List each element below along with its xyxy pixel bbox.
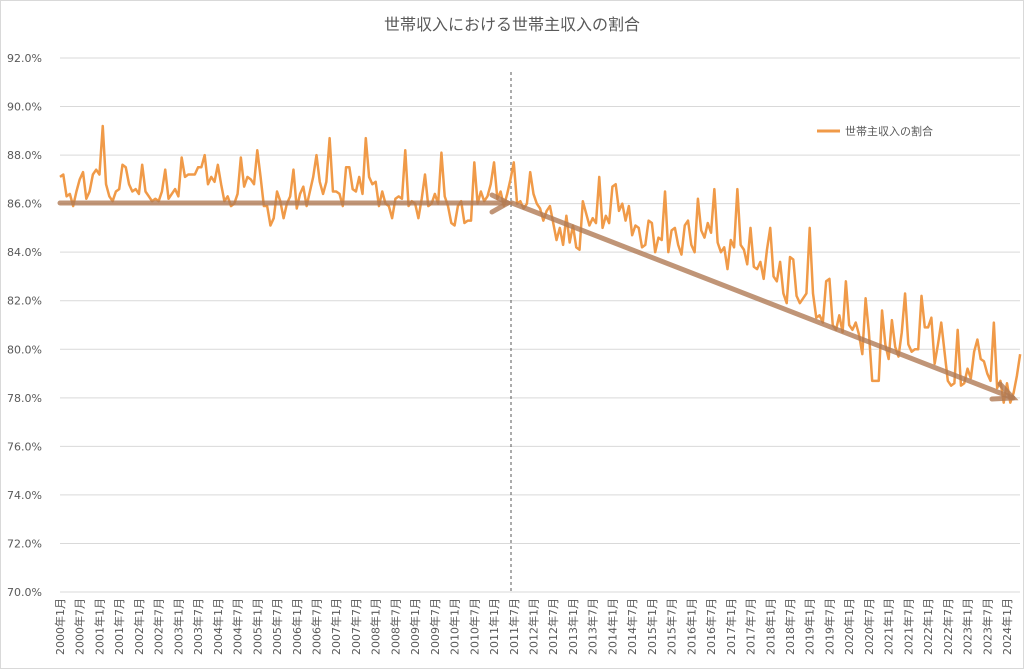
x-tick-label: 2020年7月 (862, 598, 876, 655)
x-tick-label: 2000年7月 (73, 598, 87, 655)
legend-label: 世帯主収入の割合 (845, 124, 933, 138)
x-tick-label: 2015年7月 (665, 598, 679, 655)
x-tick-label: 2021年7月 (901, 598, 915, 655)
x-tick-label: 2021年1月 (882, 598, 896, 655)
trend-arrow (509, 200, 1016, 401)
x-tick-label: 2012年7月 (546, 598, 560, 655)
y-tick-label: 92.0% (7, 52, 42, 65)
x-tick-label: 2022年7月 (941, 598, 955, 655)
trend-arrows (57, 192, 1019, 402)
x-tick-label: 2005年1月 (250, 598, 264, 655)
x-tick-label: 2002年7月 (152, 598, 166, 655)
x-tick-label: 2016年1月 (684, 598, 698, 655)
arrow-head (489, 192, 514, 215)
y-tick-label: 76.0% (7, 440, 42, 453)
x-tick-label: 2011年7月 (507, 598, 521, 655)
data-line (59, 124, 1022, 404)
x-tick-label: 2014年1月 (605, 598, 619, 655)
x-tick-label: 2014年7月 (625, 598, 639, 655)
x-tick-label: 2018年7月 (783, 598, 797, 655)
x-tick-label: 2019年1月 (803, 598, 817, 655)
x-tick-label: 2019年7月 (822, 598, 836, 655)
x-tick-label: 2007年1月 (329, 598, 343, 655)
y-tick-label: 72.0% (7, 537, 42, 550)
y-tick-label: 78.0% (7, 392, 42, 405)
x-tick-label: 2013年7月 (586, 598, 600, 655)
x-tick-label: 2022年1月 (921, 598, 935, 655)
x-tick-label: 2009年7月 (428, 598, 442, 655)
x-tick-label: 2024年1月 (1000, 598, 1014, 655)
x-tick-label: 2018年1月 (763, 598, 777, 655)
x-tick-label: 2009年1月 (408, 598, 422, 655)
x-tick-label: 2002年1月 (132, 598, 146, 655)
arrow-head (989, 381, 1019, 402)
x-tick-label: 2008年7月 (388, 598, 402, 655)
plot (59, 124, 1022, 404)
x-tick-label: 2020年1月 (842, 598, 856, 655)
y-tick-label: 88.0% (7, 149, 42, 162)
x-tick-label: 2012年1月 (527, 598, 541, 655)
x-tick-label: 2008年1月 (369, 598, 383, 655)
x-tick-label: 2010年7月 (467, 598, 481, 655)
x-tick-label: 2001年1月 (92, 598, 106, 655)
x-tick-label: 2023年7月 (980, 598, 994, 655)
x-tick-label: 2007年7月 (349, 598, 363, 655)
y-tick-label: 70.0% (7, 586, 42, 599)
x-tick-label: 2017年1月 (724, 598, 738, 655)
chart-title: 世帯収入における世帯主収入の割合 (384, 15, 640, 34)
x-tick-label: 2011年1月 (487, 598, 501, 655)
x-tick-label: 2004年1月 (211, 598, 225, 655)
x-tick-label: 2000年1月 (53, 598, 67, 655)
x-tick-label: 2005年7月 (270, 598, 284, 655)
x-tick-label: 2004年7月 (231, 598, 245, 655)
y-tick-label: 80.0% (7, 343, 42, 356)
x-tick-label: 2023年1月 (961, 598, 975, 655)
y-tick-label: 86.0% (7, 198, 42, 211)
x-tick-label: 2016年7月 (704, 598, 718, 655)
y-tick-label: 84.0% (7, 246, 42, 259)
x-tick-label: 2003年7月 (191, 598, 205, 655)
x-tick-label: 2003年1月 (171, 598, 185, 655)
x-tick-label: 2010年1月 (448, 598, 462, 655)
x-tick-label: 2015年1月 (645, 598, 659, 655)
x-tick-label: 2006年7月 (309, 598, 323, 655)
y-tick-label: 82.0% (7, 295, 42, 308)
x-tick-label: 2013年1月 (566, 598, 580, 655)
y-tick-label: 74.0% (7, 489, 42, 502)
x-tick-label: 2001年7月 (112, 598, 126, 655)
x-tick-label: 2006年1月 (290, 598, 304, 655)
y-tick-label: 90.0% (7, 101, 42, 114)
x-tick-label: 2017年7月 (744, 598, 758, 655)
